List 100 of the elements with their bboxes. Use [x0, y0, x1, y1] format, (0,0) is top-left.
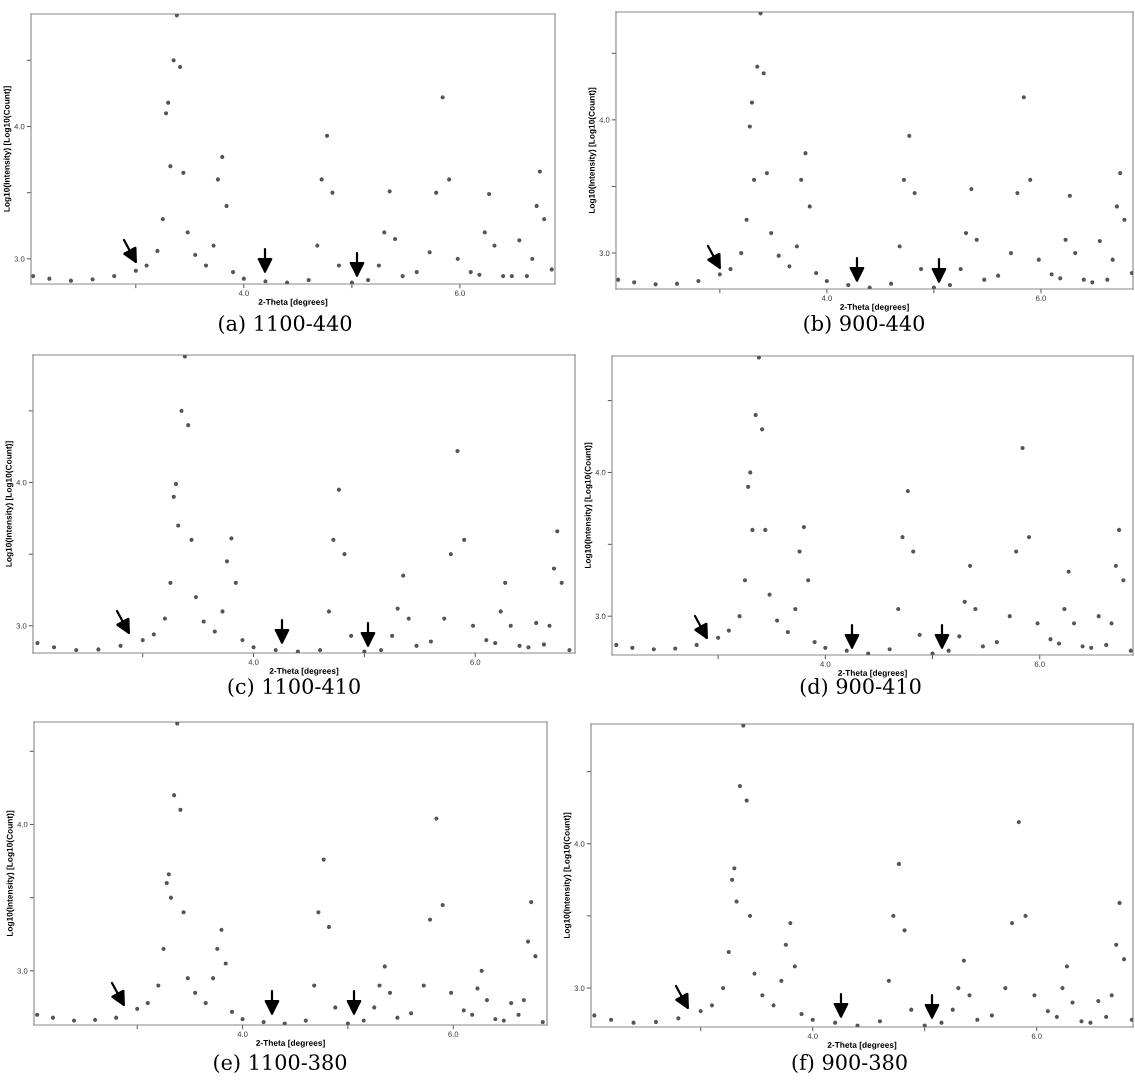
point — [673, 646, 678, 651]
point — [517, 643, 522, 648]
point — [1016, 820, 1021, 825]
x-axis-title: 2-Theta [degrees] — [269, 667, 339, 676]
point — [414, 270, 419, 275]
point — [1109, 993, 1114, 998]
point — [962, 599, 967, 604]
x-axis-title: 2-Theta [degrees] — [258, 298, 328, 307]
point — [812, 639, 817, 645]
point — [931, 285, 936, 289]
point — [382, 230, 387, 235]
point — [1096, 614, 1101, 619]
point — [342, 552, 347, 557]
point — [694, 642, 699, 648]
point — [331, 537, 336, 542]
point — [501, 1018, 506, 1023]
point — [747, 124, 752, 129]
point — [1079, 1019, 1084, 1024]
point — [193, 252, 198, 257]
point — [1128, 648, 1133, 653]
point — [349, 280, 354, 284]
point — [185, 230, 190, 235]
point — [316, 910, 321, 915]
point — [1020, 445, 1025, 451]
point — [210, 976, 216, 981]
point — [400, 273, 405, 279]
point — [799, 1011, 804, 1017]
point — [1121, 578, 1126, 583]
point — [163, 111, 169, 116]
point — [434, 190, 439, 195]
point — [427, 250, 432, 255]
point — [524, 273, 529, 279]
point — [1015, 191, 1020, 196]
point — [905, 489, 910, 494]
point — [741, 724, 746, 728]
x-axis-title: 2-Theta [degrees] — [838, 669, 907, 678]
point — [989, 1013, 994, 1018]
point — [676, 1016, 681, 1021]
point — [806, 578, 811, 583]
point — [312, 983, 317, 988]
point — [541, 642, 547, 647]
point — [409, 1011, 414, 1016]
point — [734, 899, 739, 904]
point — [1070, 1000, 1075, 1005]
point — [186, 423, 191, 428]
point — [219, 927, 224, 932]
point — [508, 623, 513, 628]
point — [155, 248, 160, 253]
point — [1003, 985, 1008, 991]
point — [709, 1003, 715, 1008]
point — [295, 649, 300, 653]
point — [401, 573, 406, 578]
point — [164, 880, 169, 886]
point — [189, 537, 194, 542]
point — [1066, 569, 1071, 574]
point — [994, 639, 999, 645]
point — [493, 1017, 498, 1022]
point — [461, 1008, 466, 1013]
point — [317, 648, 323, 653]
point — [273, 648, 278, 653]
point — [35, 640, 40, 646]
point — [776, 253, 781, 258]
point — [760, 993, 765, 998]
point — [917, 632, 922, 637]
point — [752, 177, 757, 182]
point — [823, 645, 828, 650]
point — [533, 954, 538, 959]
point — [551, 566, 557, 571]
point — [1096, 998, 1101, 1004]
point — [896, 861, 902, 867]
point — [950, 1007, 955, 1012]
y-axis-title: Log10(Intensity) [Log10(Count)] — [6, 810, 15, 937]
point — [74, 648, 79, 653]
point — [534, 203, 539, 208]
point — [886, 978, 891, 983]
point — [967, 993, 972, 998]
point — [166, 872, 171, 877]
point — [333, 1005, 338, 1010]
point — [166, 100, 171, 105]
point — [487, 191, 492, 197]
point — [482, 230, 487, 235]
point — [1028, 177, 1033, 182]
point — [493, 640, 498, 646]
point — [1048, 637, 1053, 642]
point — [799, 177, 804, 182]
point — [750, 527, 755, 533]
point — [372, 1005, 377, 1010]
point — [651, 647, 656, 652]
point — [203, 1000, 208, 1006]
point — [230, 270, 236, 275]
point — [1081, 277, 1086, 282]
point — [525, 939, 531, 944]
x-axis-title: 2-Theta [degrees] — [827, 1041, 897, 1050]
point — [161, 946, 166, 951]
point — [240, 1017, 245, 1022]
point — [71, 1018, 77, 1023]
point — [35, 1012, 40, 1017]
point — [726, 628, 731, 633]
point — [215, 177, 220, 182]
point — [178, 807, 183, 812]
